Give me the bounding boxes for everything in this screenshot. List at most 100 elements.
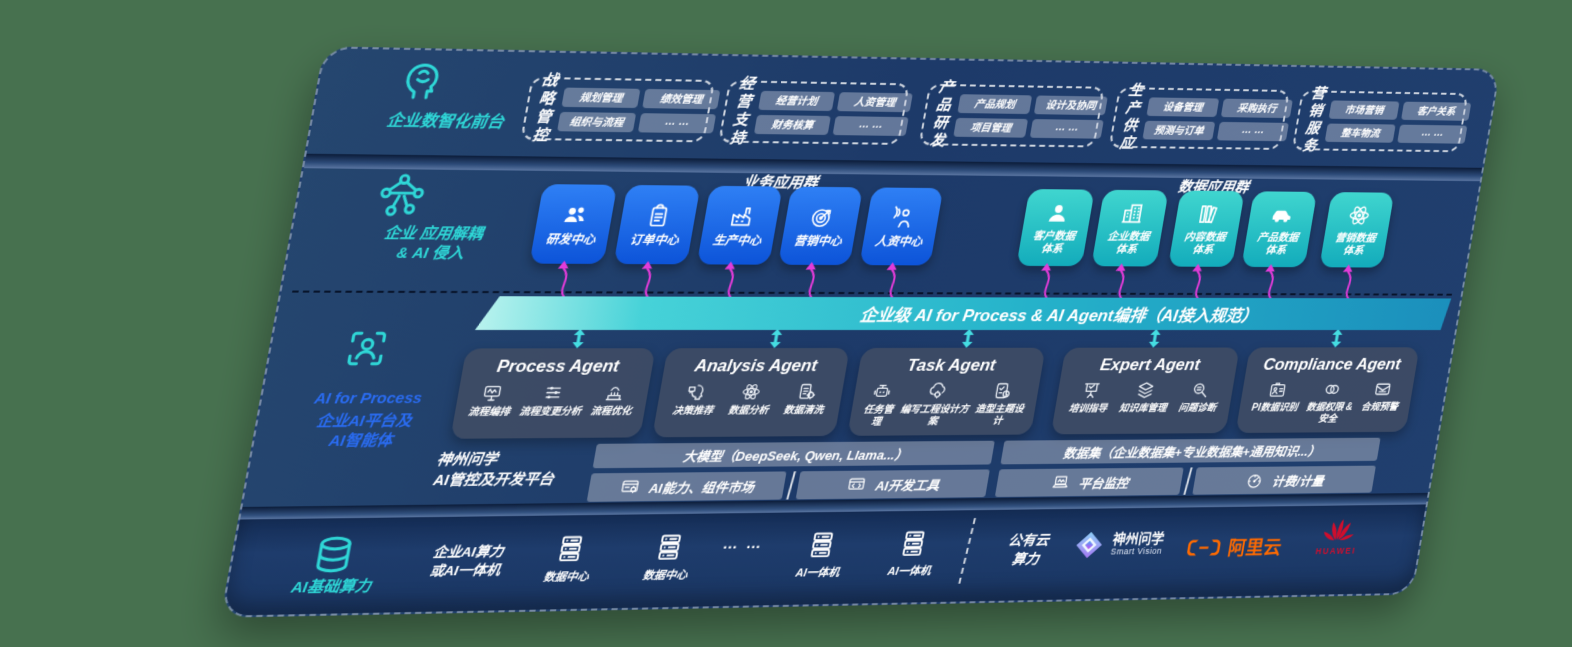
front-group-chips: 规划管理 绩效管理 组织与流程 … … (557, 87, 721, 133)
magenta-arrow (714, 261, 746, 297)
infra-layer-label: AI基础算力 (289, 577, 373, 597)
chip: 经营计划 (758, 90, 836, 111)
check-doc-icon (994, 383, 1012, 399)
books-icon (1199, 205, 1218, 224)
node-label: AI一体机 (794, 566, 841, 580)
machine-icon (605, 386, 624, 401)
smartvision-name: 神州问学 (1111, 530, 1166, 547)
agent-item: 编写工程设计方案 (894, 380, 977, 427)
agent-title: Task Agent (905, 355, 998, 375)
chip: … … (832, 115, 909, 136)
robot-icon (873, 384, 891, 397)
magenta-arrow (795, 261, 827, 298)
server-icon (902, 531, 925, 556)
enterprise-compute-label: 企业AI算力 或AI一体机 (428, 543, 505, 580)
server-icon (558, 536, 583, 562)
chip: 项目管理 (953, 117, 1029, 138)
chip: 人资管理 (836, 91, 913, 112)
chip: 组织与流程 (557, 111, 637, 132)
front-group-chips: 设备管理 采购执行 预测与订单 … … (1142, 96, 1293, 141)
agent-item: 数据清洗 (783, 381, 829, 417)
app-box-hr-center: 人资中心 (859, 187, 944, 266)
doc-gear-icon (798, 383, 817, 400)
front-group-operation: 经营 支持 经营计划 人资管理 财务核算 … … (718, 75, 913, 147)
chip: … … (1216, 121, 1290, 141)
model-bar: 大模型（DeepSeek, Qwen, Llama...） (592, 440, 995, 469)
chip: 整车物流 (1324, 123, 1396, 143)
public-cloud-label: 公有云 算力 (1007, 531, 1051, 567)
front-group-chips: 产品规划 设计及协同 项目管理 … … (953, 93, 1108, 139)
building-icon (1120, 203, 1145, 223)
agent-item: 合规预警 (1360, 379, 1402, 413)
rings-icon (1325, 384, 1340, 395)
app-box-rd-center: 研发中心 (529, 184, 618, 264)
person-wave-icon (891, 205, 913, 228)
agent-item: 决策推荐 (671, 381, 718, 417)
data-box-customer: 客户数据 体系 (1016, 189, 1095, 267)
molecule-icon (376, 173, 428, 217)
agent-card-analysis: Analysis Agent 决策推荐 数据分析 数据清洗 (652, 347, 850, 438)
chip: 设计及协同 (1033, 94, 1108, 115)
presentation-icon (1082, 383, 1100, 398)
agent-item: 造型主题设计 (969, 380, 1032, 427)
agent-item: 培训指导 (1068, 380, 1112, 415)
agent-card-compliance: Compliance Agent PI数据识别 数据权限 & 安全 合规预警 (1235, 347, 1420, 434)
app-box-marketing-center: 营销中心 (777, 186, 863, 266)
aliyun-logo: 阿里云 (1184, 533, 1284, 561)
id-card-icon (1269, 382, 1286, 397)
billing-metering-bar: 计费/计量 (1192, 465, 1376, 495)
dataset-platform-group: 数据集（企业数据集+专业数据集+通用知识...） 平台监控 计费/计量 (994, 437, 1381, 498)
chip: 市场营销 (1328, 99, 1400, 120)
cyan-double-arrow (1146, 329, 1164, 348)
atom-icon (741, 382, 762, 401)
platform-name: 神州问学 AI管控及开发平台 (431, 451, 556, 489)
dashed-divider (958, 518, 977, 584)
chip: 设备管理 (1146, 96, 1220, 117)
apps-layer-label: 企业 应用解耦 & AI 侵入 (382, 224, 485, 263)
car-icon (1271, 210, 1292, 223)
agent-title: Analysis Agent (693, 356, 819, 376)
database-icon (315, 536, 353, 573)
diagnose-icon (1192, 383, 1209, 398)
bar-divider (1183, 467, 1193, 495)
people-icon (564, 206, 587, 222)
data-box-marketing: 营销数据 体系 (1319, 192, 1395, 268)
agent-card-task: Task Agent 任务管理 编写工程设计方案 造型主题设计 (847, 347, 1046, 436)
ai-orchestration-banner: 企业级 AI for Process & AI Agent编排（AI接入规范） (475, 296, 1451, 330)
data-box-enterprise: 企业数据 体系 (1091, 189, 1169, 267)
huawei-logo: HUAWEI (1315, 517, 1362, 556)
aliyun-brackets-icon (1186, 539, 1222, 556)
agent-card-expert: Expert Agent 培训指导 知识库管理 问题诊断 (1050, 347, 1240, 435)
mail-icon (1374, 383, 1391, 395)
huawei-name: HUAWEI (1314, 545, 1357, 557)
agent-item: 问题诊断 (1177, 380, 1220, 415)
agent-item: 数据分析 (727, 381, 773, 417)
cloud-gear-icon (928, 382, 947, 399)
model-platform-group: 大模型（DeepSeek, Qwen, Llama...） AI能力、组件市场 … (586, 440, 995, 502)
cyan-double-arrow (959, 329, 978, 348)
agent-title: Compliance Agent (1262, 354, 1403, 374)
front-group-supply: 生产 供应 设备管理 采购执行 预测与订单 … … (1108, 82, 1293, 152)
chip: 绩效管理 (642, 88, 721, 109)
data-box-content: 内容数据 体系 (1167, 190, 1245, 267)
dev-tools-icon (848, 478, 866, 490)
sliders-icon (545, 385, 562, 400)
front-group-marketing: 营销 服务 市场营销 客户关系 整车物流 … … (1291, 86, 1472, 154)
app-box-order-center: 订单中心 (613, 184, 701, 265)
chip: … … (637, 112, 717, 133)
front-layer: 企业数智化前台 战略 管控 规划管理 绩效管理 组织与流程 … … 经营 支持 … (307, 48, 1499, 168)
chip: 预测与订单 (1142, 120, 1216, 140)
brain-head-icon (403, 63, 441, 100)
ai-layer-title: AI for Process (312, 389, 424, 408)
magenta-arrow (876, 262, 908, 298)
cyan-double-arrow (766, 329, 785, 348)
front-group-chips: 经营计划 人资管理 财务核算 … … (754, 90, 913, 136)
chip: 产品规划 (957, 93, 1033, 114)
node-label: 数据中心 (542, 570, 590, 585)
agent-title: Expert Agent (1098, 355, 1202, 375)
huawei-fan-icon (1322, 519, 1354, 541)
agent-item: 流程优化 (590, 382, 637, 418)
ai-dev-tools-bar: AI开发工具 (795, 469, 990, 500)
ellipsis: … … (721, 534, 765, 553)
